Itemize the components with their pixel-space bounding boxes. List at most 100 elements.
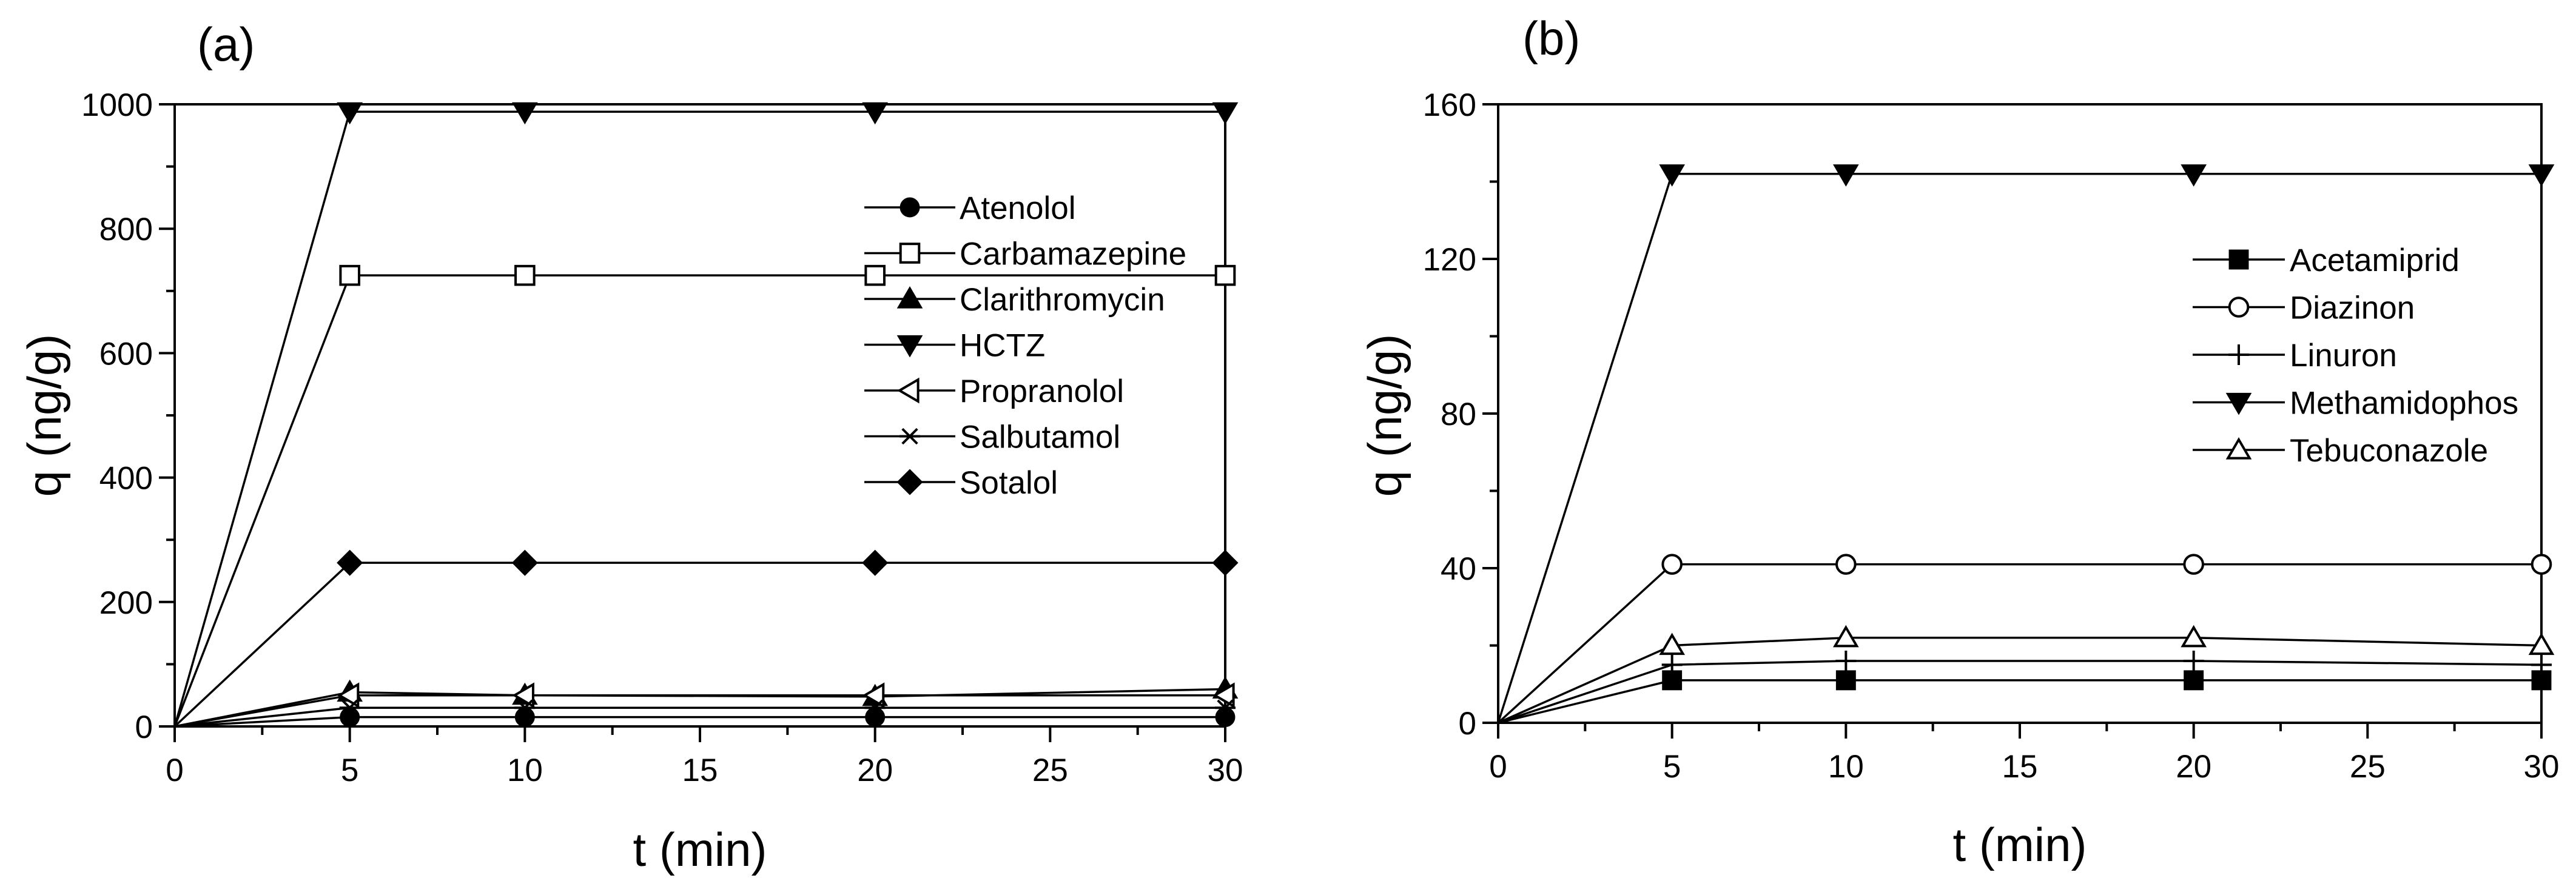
data-point bbox=[865, 707, 886, 728]
y-tick-label: 600 bbox=[99, 336, 153, 372]
data-point bbox=[1833, 164, 1859, 187]
legend: Acetamiprid Diazinon Linuron Methamidophos T… bbox=[2193, 243, 2518, 469]
data-point bbox=[337, 102, 363, 125]
y-tick-label: 200 bbox=[99, 585, 153, 621]
data-point bbox=[1212, 682, 1235, 709]
x-tick-label: 10 bbox=[507, 753, 543, 788]
legend-label: Atenolol bbox=[960, 190, 1076, 226]
x-tick-label: 15 bbox=[2002, 749, 2038, 785]
data-point bbox=[514, 264, 536, 286]
y-tick-label: 800 bbox=[99, 212, 153, 247]
data-point bbox=[1215, 707, 1236, 728]
legend-marker bbox=[2228, 344, 2249, 365]
data-point bbox=[340, 707, 360, 728]
legend-marker bbox=[896, 335, 923, 358]
data-point bbox=[1659, 632, 1685, 655]
series-salbutamol bbox=[174, 699, 1236, 728]
y-tick-label: 0 bbox=[135, 709, 153, 745]
panel-label: (b) bbox=[1522, 12, 1580, 65]
data-point bbox=[1833, 625, 1859, 648]
y-axis-title: q (ng/g) bbox=[18, 334, 71, 497]
legend-label: Clarithromycin bbox=[960, 282, 1165, 318]
y-tick-label: 160 bbox=[1423, 87, 1476, 123]
series-linuron bbox=[1498, 651, 2552, 724]
series-sotalol bbox=[173, 549, 1239, 728]
x-tick-label: 10 bbox=[1828, 749, 1864, 785]
data-point bbox=[1835, 554, 1857, 575]
chart-panel-a: (a) 0 5 10 15 20 25 30 0 200 400 600 800 1000 t (min) q… bbox=[18, 18, 1243, 876]
legend-item: HCTZ bbox=[864, 328, 1045, 364]
x-tick-label: 30 bbox=[2524, 749, 2560, 785]
data-point bbox=[1835, 670, 1856, 691]
legend-marker bbox=[896, 469, 923, 495]
y-axis-title: q (ng/g) bbox=[1358, 334, 1411, 497]
x-axis-title: t (min) bbox=[633, 823, 767, 876]
data-point bbox=[512, 102, 538, 125]
legend-item: Clarithromycin bbox=[864, 282, 1165, 318]
data-point bbox=[1835, 651, 1857, 671]
legend-label: Carbamazepine bbox=[960, 236, 1186, 272]
x-tick-label: 5 bbox=[341, 753, 358, 788]
legend-label: Sotalol bbox=[960, 465, 1058, 501]
data-point bbox=[2181, 164, 2207, 187]
data-point bbox=[511, 549, 538, 576]
legend-item: Propranolol bbox=[864, 374, 1124, 409]
data-point bbox=[864, 699, 886, 716]
series-line bbox=[173, 274, 1225, 727]
data-point bbox=[2183, 651, 2204, 671]
data-point bbox=[2181, 625, 2207, 648]
legend-label: Methamidophos bbox=[2290, 386, 2518, 421]
data-point bbox=[1212, 549, 1239, 576]
data-point bbox=[514, 707, 535, 728]
series-line bbox=[1498, 679, 2541, 724]
x-tick-label: 30 bbox=[1208, 753, 1243, 788]
data-point bbox=[1212, 102, 1239, 125]
legend-label: Tebuconazole bbox=[2290, 433, 2488, 469]
data-point bbox=[514, 699, 536, 716]
data-point bbox=[862, 549, 889, 576]
y-tick-label: 120 bbox=[1423, 242, 1476, 278]
legend-label: Acetamiprid bbox=[2290, 243, 2460, 278]
data-point bbox=[337, 549, 363, 576]
legend-label: HCTZ bbox=[960, 328, 1045, 364]
data-point bbox=[512, 682, 534, 709]
x-tick-label: 20 bbox=[2176, 749, 2211, 785]
series-propranolol bbox=[174, 682, 1235, 728]
series-methamidophos bbox=[1497, 164, 2555, 723]
legend-marker bbox=[900, 427, 920, 445]
series-line bbox=[174, 716, 1225, 728]
x-tick-label: 25 bbox=[2350, 749, 2386, 785]
legend-item: Sotalol bbox=[864, 465, 1058, 501]
legend-marker bbox=[897, 377, 920, 404]
legend-label: Diazinon bbox=[2290, 290, 2415, 326]
x-tick-label: 5 bbox=[1663, 749, 1681, 785]
x-tick-label: 25 bbox=[1032, 753, 1068, 788]
series-line bbox=[1497, 563, 2541, 724]
y-axis: 0 40 80 120 160 bbox=[1423, 87, 1498, 742]
x-tick-label: 15 bbox=[682, 753, 718, 788]
data-point bbox=[862, 102, 888, 125]
legend-item: Methamidophos bbox=[2193, 386, 2518, 421]
data-point bbox=[1214, 264, 1236, 286]
y-tick-label: 80 bbox=[1441, 397, 1476, 432]
legend-item: Atenolol bbox=[864, 190, 1076, 226]
series-tebuconazole bbox=[1498, 625, 2555, 724]
legend-marker bbox=[900, 197, 920, 218]
legend-marker bbox=[2225, 437, 2252, 460]
data-point bbox=[339, 264, 360, 286]
x-axis-title: t (min) bbox=[1953, 818, 2087, 871]
x-axis: 0 5 10 15 20 25 30 bbox=[166, 726, 1243, 788]
legend-label: Linuron bbox=[2290, 338, 2397, 374]
legend-marker bbox=[2228, 297, 2250, 318]
legend-item: Tebuconazole bbox=[2193, 433, 2488, 469]
data-point bbox=[337, 682, 360, 709]
series-acetamiprid bbox=[1498, 670, 2552, 724]
data-point bbox=[2528, 164, 2555, 187]
y-tick-label: 1000 bbox=[81, 87, 153, 123]
data-point bbox=[2184, 670, 2204, 691]
x-tick-label: 20 bbox=[857, 753, 893, 788]
legend-label: Propranolol bbox=[960, 374, 1124, 409]
y-tick-label: 0 bbox=[1459, 706, 1476, 742]
legend: Atenolol Carbamazepine Clarithromycin HCTZ P… bbox=[864, 190, 1186, 501]
